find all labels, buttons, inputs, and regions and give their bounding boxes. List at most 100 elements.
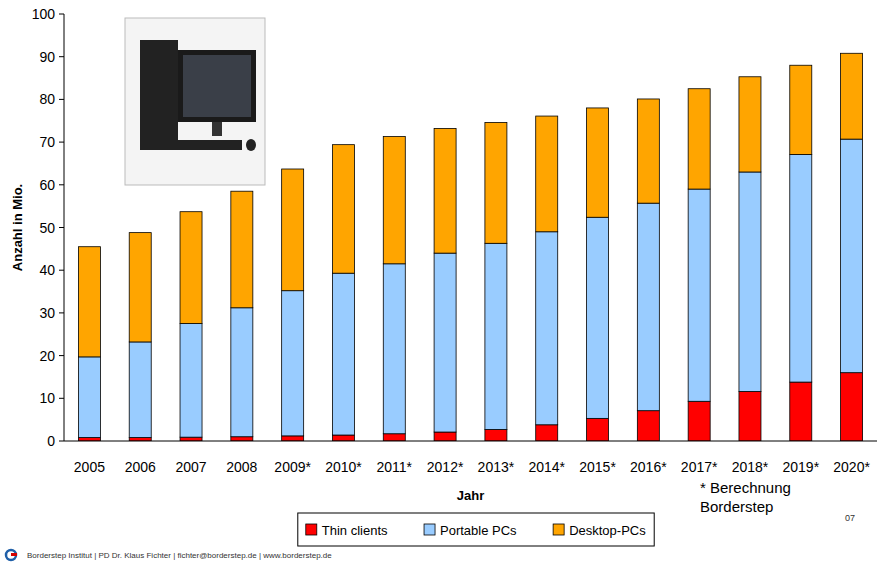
icon-tower (140, 40, 178, 150)
legend-label: Portable PCs (440, 523, 517, 538)
bar-segment (841, 139, 863, 373)
y-tick (59, 355, 64, 356)
bar-segment (637, 203, 659, 411)
desktop-icon (125, 18, 265, 185)
x-axis-title: Jahr (457, 488, 484, 503)
legend-swatch (306, 524, 317, 535)
annotation: * Berechnung Borderstep (700, 478, 820, 516)
bars (78, 53, 862, 441)
x-tick-label: 2014* (528, 459, 565, 475)
bar-segment (841, 373, 863, 441)
bar-segment (231, 437, 253, 441)
x-tick-label: 2007 (175, 459, 206, 475)
bar-segment (434, 128, 456, 253)
bar-segment (180, 324, 202, 438)
y-tick-label: 70 (39, 134, 55, 150)
bar-segment (688, 189, 710, 401)
icon-monitor (178, 50, 256, 122)
chart-root: 0102030405060708090100200520062007200820… (0, 0, 889, 564)
x-tick-label: 2011* (377, 459, 413, 475)
bar-segment (739, 77, 761, 172)
footer-logo-bar (11, 553, 17, 556)
bar-segment (78, 357, 100, 438)
y-tick-label: 100 (32, 6, 56, 22)
bar-segment (332, 273, 354, 435)
bar-segment (282, 291, 304, 436)
y-tick (59, 441, 64, 442)
x-tick-label: 2005 (74, 459, 105, 475)
y-tick-label: 90 (39, 49, 55, 65)
x-tick-label: 2006 (125, 459, 156, 475)
bar-segment (434, 253, 456, 432)
legend-swatch (424, 524, 435, 535)
bar-segment (688, 89, 710, 189)
bar-segment (180, 437, 202, 441)
bar-segment (231, 191, 253, 308)
bar-segment (637, 99, 659, 203)
bar-segment (383, 137, 405, 264)
legend-label: Thin clients (322, 523, 388, 538)
bar-segment (536, 425, 558, 441)
bar-segment (790, 154, 812, 382)
bar-segment (332, 435, 354, 441)
y-tick (59, 184, 64, 185)
x-tick-label: 2017* (681, 459, 718, 475)
y-axis-title: Anzahl in Mio. (10, 184, 25, 271)
bar-segment (485, 429, 507, 441)
legend-swatch (553, 524, 564, 535)
y-tick (59, 142, 64, 143)
page-number: 07 (845, 513, 855, 523)
y-tick-label: 10 (39, 390, 55, 406)
bar-segment (637, 411, 659, 441)
bar-segment (180, 212, 202, 324)
bar-segment (383, 264, 405, 434)
x-tick-label: 2008 (226, 459, 257, 475)
bar-segment (78, 438, 100, 441)
bar-segment (332, 145, 354, 274)
y-tick (59, 99, 64, 100)
bar-segment (790, 65, 812, 154)
x-tick-label: 2020* (833, 459, 870, 475)
icon-frame (125, 18, 265, 185)
bar-segment (129, 233, 151, 342)
icon-screen (183, 55, 251, 117)
x-tick-label: 2018* (732, 459, 769, 475)
bar-segment (587, 108, 609, 217)
x-tick-label: 2016* (630, 459, 667, 475)
bar-segment (231, 308, 253, 437)
y-tick (59, 56, 64, 57)
bar-segment (78, 247, 100, 357)
bar-segment (739, 391, 761, 441)
y-tick-label: 20 (39, 348, 55, 364)
icon-mouse (246, 139, 256, 151)
bar-segment (434, 432, 456, 441)
y-tick-label: 80 (39, 91, 55, 107)
y-tick-label: 50 (39, 220, 55, 236)
y-tick (59, 270, 64, 271)
y-tick (59, 398, 64, 399)
bar-segment (841, 53, 863, 139)
icon-keyboard (170, 140, 242, 150)
footer: Borderstep Institut | PD Dr. Klaus Ficht… (27, 551, 332, 560)
x-tick-label: 2009* (274, 459, 311, 475)
bar-segment (383, 434, 405, 441)
footer-logo (6, 550, 16, 560)
y-tick (59, 14, 64, 15)
bar-segment (587, 217, 609, 418)
x-tick-label: 2010* (325, 459, 362, 475)
legend-box (298, 513, 654, 546)
y-tick (59, 312, 64, 313)
bar-segment (739, 172, 761, 391)
bar-segment (282, 169, 304, 291)
x-tick-label: 2013* (478, 459, 515, 475)
x-tick-label: 2015* (579, 459, 616, 475)
bar-segment (485, 122, 507, 243)
bar-segment (688, 401, 710, 441)
y-tick (59, 227, 64, 228)
y-tick-label: 0 (47, 433, 55, 449)
bar-segment (282, 436, 304, 441)
x-tick-label: 2019* (782, 459, 819, 475)
bar-segment (536, 116, 558, 232)
legend: Thin clientsPortable PCsDesktop-PCs (298, 513, 654, 546)
y-tick-label: 40 (39, 262, 55, 278)
